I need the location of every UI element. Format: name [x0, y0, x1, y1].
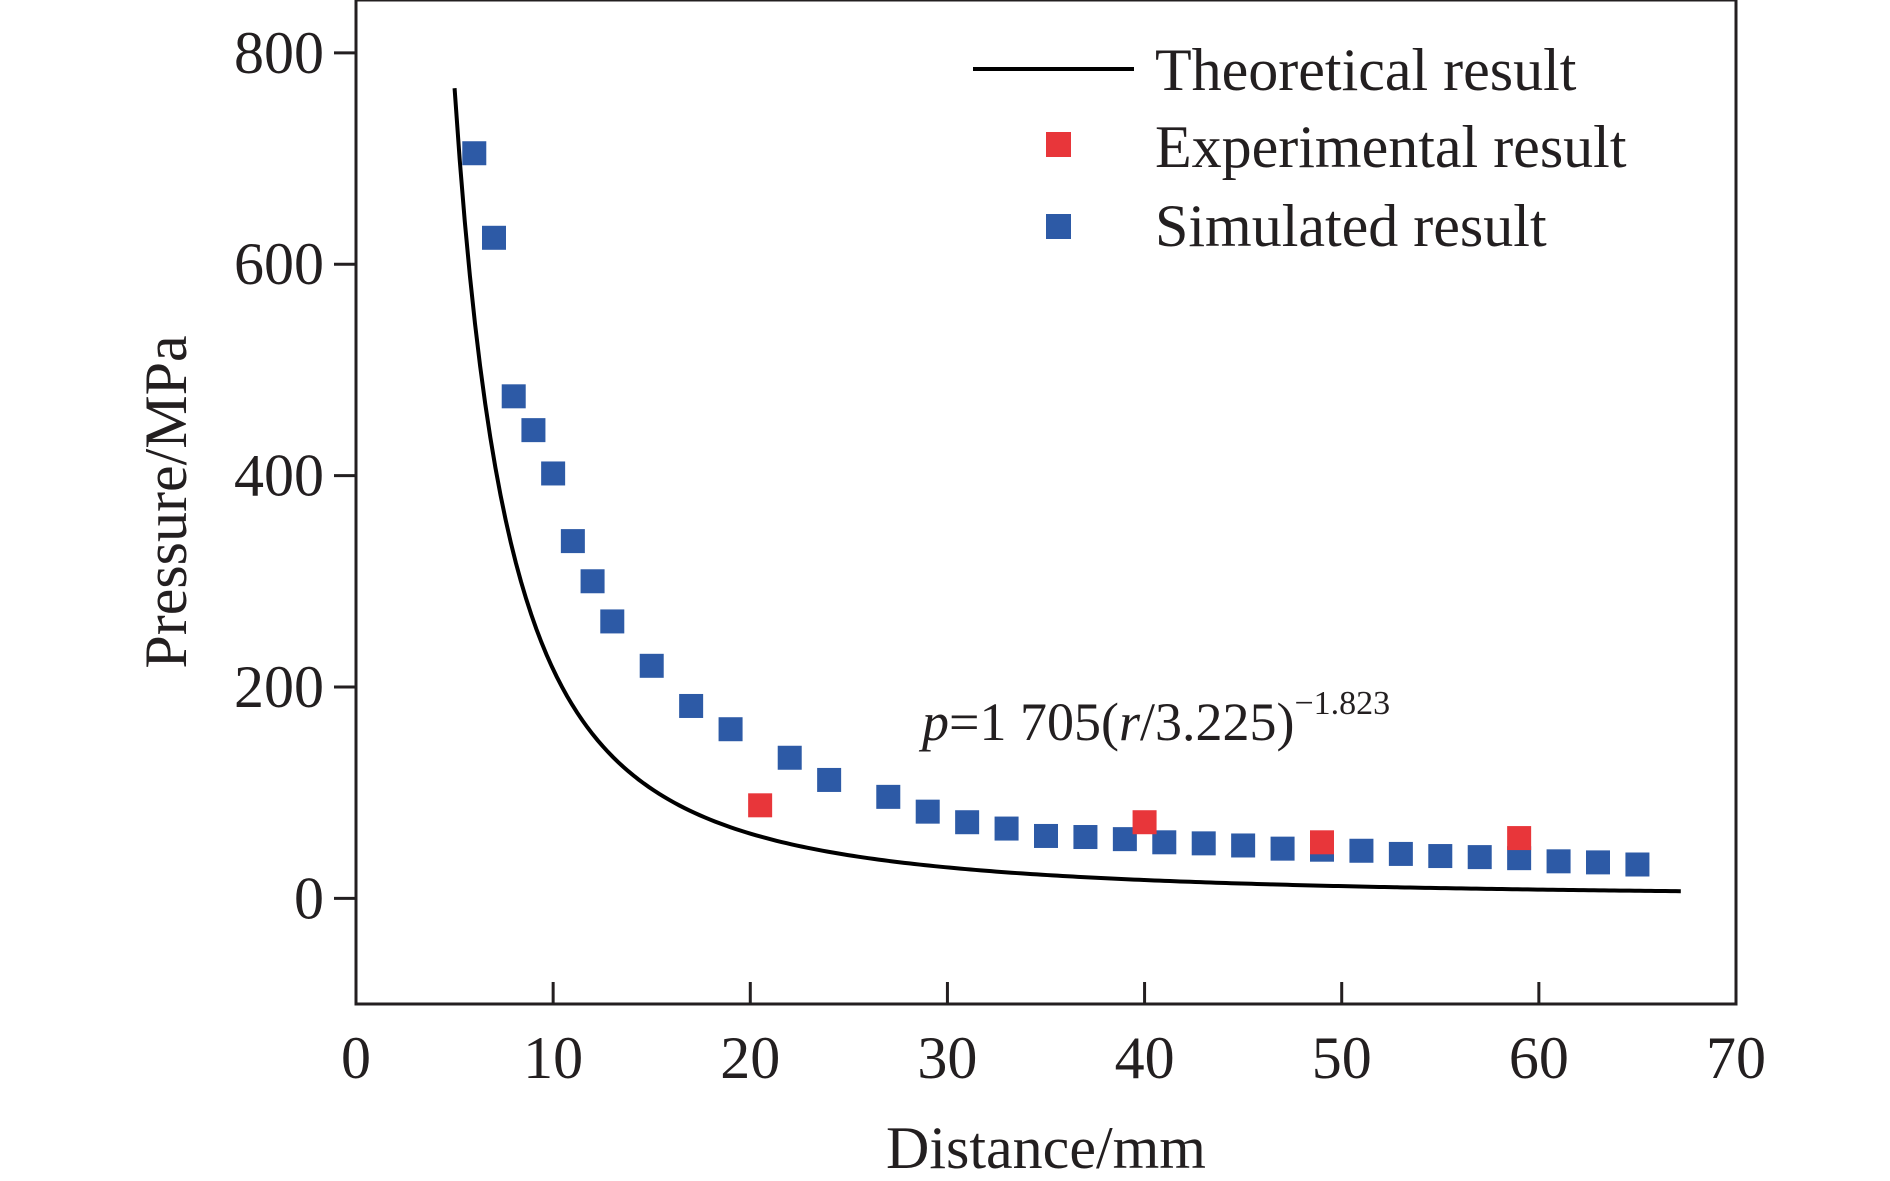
x-tick-label: 20 — [720, 1025, 780, 1091]
simulated-point — [679, 693, 704, 718]
simulated-point — [462, 141, 487, 166]
simulated-point — [1388, 841, 1413, 866]
legend-experimental-swatch — [1046, 132, 1071, 157]
simulated-point — [482, 225, 506, 250]
simulated-point — [1546, 849, 1571, 874]
simulated-point — [777, 745, 802, 770]
equation-part-2: /3.225) — [1140, 692, 1295, 752]
y-tick-label: 200 — [234, 654, 324, 720]
experimental-result-points — [748, 793, 1532, 855]
y-tick-label: 600 — [234, 231, 324, 297]
y-axis-ticks: 0 200 400 600 800 — [234, 20, 356, 931]
x-tick-label: 10 — [523, 1025, 583, 1091]
equation-part-1: =1 705( — [949, 692, 1119, 752]
x-tick-label: 70 — [1706, 1025, 1766, 1091]
equation-exponent: −1.823 — [1294, 685, 1390, 722]
experimental-point — [1507, 826, 1532, 851]
simulated-point — [1231, 833, 1256, 858]
simulated-point — [817, 767, 842, 792]
experimental-point — [748, 793, 773, 818]
legend-theoretical-label: Theoretical result — [1155, 37, 1577, 103]
simulated-point — [1152, 830, 1177, 855]
plot-frame — [354, 0, 1738, 1006]
equation-annotation: p=1 705(r/3.225)−1.823 — [918, 685, 1390, 752]
simulated-point — [1270, 836, 1295, 861]
simulated-point — [1191, 831, 1216, 856]
simulated-point — [915, 799, 940, 824]
simulated-point — [521, 418, 546, 443]
x-tick-label: 60 — [1509, 1025, 1569, 1091]
simulated-point — [1034, 823, 1058, 848]
experimental-point — [1132, 810, 1157, 835]
simulated-point — [994, 816, 1019, 841]
simulated-point — [1073, 825, 1098, 850]
y-axis-title: Pressure/MPa — [133, 335, 199, 668]
equation-r: r — [1119, 692, 1141, 752]
legend: Theoretical result Experimental result S… — [973, 37, 1627, 259]
equation-p: p — [918, 692, 949, 752]
simulated-point — [1349, 838, 1374, 863]
simulated-point — [876, 784, 901, 809]
simulated-point — [560, 529, 585, 554]
theoretical-result-line — [452, 88, 1681, 894]
simulated-point — [580, 569, 605, 594]
simulated-point — [541, 461, 566, 486]
legend-simulated-label: Simulated result — [1155, 193, 1547, 259]
simulated-point — [639, 653, 664, 678]
simulated-point — [600, 609, 625, 634]
simulated-point — [1586, 850, 1610, 875]
simulated-point — [1507, 846, 1532, 871]
y-tick-label: 800 — [234, 20, 324, 86]
legend-simulated-swatch — [1046, 214, 1071, 239]
x-tick-label: 0 — [341, 1025, 371, 1091]
x-axis-ticks: 0 10 20 30 40 50 60 70 — [341, 982, 1766, 1091]
simulated-point — [1428, 844, 1453, 869]
y-tick-label: 400 — [234, 443, 324, 509]
simulated-point — [501, 384, 526, 409]
legend-experimental-label: Experimental result — [1155, 114, 1627, 180]
simulated-point — [1625, 852, 1650, 877]
x-tick-label: 30 — [917, 1025, 977, 1091]
simulated-point — [955, 810, 980, 835]
simulated-point — [718, 717, 743, 742]
simulated-point — [1467, 845, 1492, 870]
y-tick-label: 0 — [294, 865, 324, 931]
x-tick-label: 50 — [1312, 1025, 1372, 1091]
x-tick-label: 40 — [1115, 1025, 1175, 1091]
simulated-result-points — [462, 141, 1650, 877]
x-axis-title: Distance/mm — [886, 1115, 1206, 1181]
experimental-point — [1310, 830, 1334, 855]
